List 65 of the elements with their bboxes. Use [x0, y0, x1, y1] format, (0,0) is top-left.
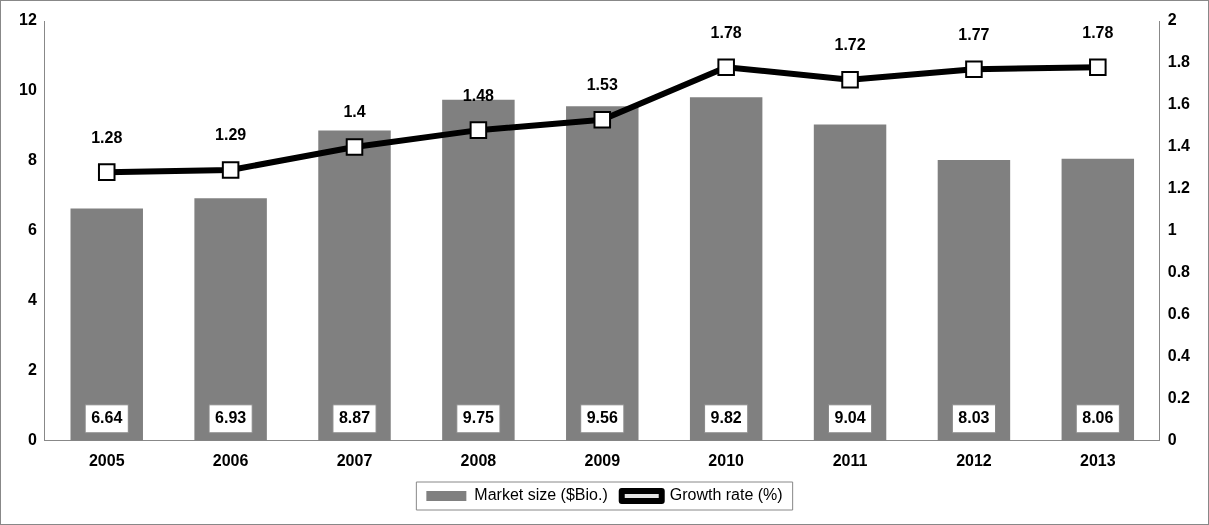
y2-tick-label: 0.6 [1167, 305, 1191, 323]
data-label: 8.87 [338, 409, 371, 427]
y2-tick-label: 0 [1167, 431, 1177, 449]
point [221, 161, 240, 179]
data-label: 6.64 [91, 409, 123, 427]
legend-label: Market size ($Bio.) [474, 486, 608, 504]
y-tick-label: 6 [27, 221, 37, 239]
bar [937, 159, 1011, 441]
data-label: 1.48 [462, 86, 495, 104]
bar [1061, 158, 1135, 441]
bar [689, 97, 763, 441]
data-label: 9.82 [710, 409, 742, 427]
x-tick-label: 2009 [584, 451, 621, 469]
data-label: 1.4 [343, 103, 366, 121]
y-tick-label: 8 [27, 151, 37, 169]
data-label: 1.78 [1082, 23, 1114, 41]
y2-tick-label: 1.2 [1167, 179, 1191, 197]
bar [442, 99, 515, 441]
x-tick-label: 2013 [1080, 451, 1116, 469]
point [1089, 58, 1107, 76]
data-label: 1.53 [586, 76, 618, 94]
data-label: 1.77 [958, 25, 990, 43]
point [841, 70, 859, 89]
point [469, 121, 488, 139]
y-tick-label: 2 [27, 361, 37, 379]
x-tick-label: 2012 [956, 451, 992, 469]
data-label: 8.06 [1082, 409, 1114, 427]
x-tick-label: 2007 [336, 451, 373, 469]
data-label: 9.75 [462, 409, 495, 427]
y2-tick-label: 1.8 [1167, 53, 1191, 71]
y2-tick-label: 1.4 [1167, 137, 1191, 155]
data-label: 1.28 [91, 128, 123, 146]
point [593, 110, 612, 129]
bar [813, 124, 887, 441]
data-label: 1.78 [710, 23, 742, 41]
data-label: 9.04 [834, 409, 866, 427]
y-tick-label: 0 [27, 431, 37, 449]
x-tick-label: 2008 [460, 451, 497, 469]
bar [194, 198, 267, 441]
y-tick-label: 12 [19, 11, 37, 29]
x-tick-label: 2005 [88, 451, 125, 469]
point [345, 138, 364, 156]
y2-tick-label: 1.6 [1167, 95, 1191, 113]
point [965, 60, 983, 79]
y2-tick-label: 0.8 [1167, 263, 1191, 281]
x-tick-label: 2010 [708, 451, 745, 469]
data-label: 9.56 [586, 409, 618, 427]
point [717, 58, 735, 76]
legend-label: Growth rate (%) [669, 486, 783, 504]
y-tick-label: 4 [27, 291, 37, 309]
y-tick-label: 10 [19, 81, 37, 99]
bar [318, 130, 391, 441]
y2-tick-label: 1 [1167, 221, 1177, 239]
y2-tick-label: 0.2 [1167, 389, 1191, 407]
data-label: 8.03 [958, 409, 990, 427]
y2-tick-label: 2 [1167, 11, 1177, 29]
data-label: 1.72 [834, 36, 866, 54]
data-label: 1.29 [215, 126, 247, 144]
bar [566, 106, 639, 441]
bar [70, 208, 143, 441]
y2-tick-label: 0.4 [1167, 347, 1191, 365]
x-tick-label: 2006 [212, 451, 249, 469]
point [97, 163, 116, 181]
data-label: 6.93 [215, 409, 247, 427]
x-tick-label: 2011 [832, 451, 868, 469]
